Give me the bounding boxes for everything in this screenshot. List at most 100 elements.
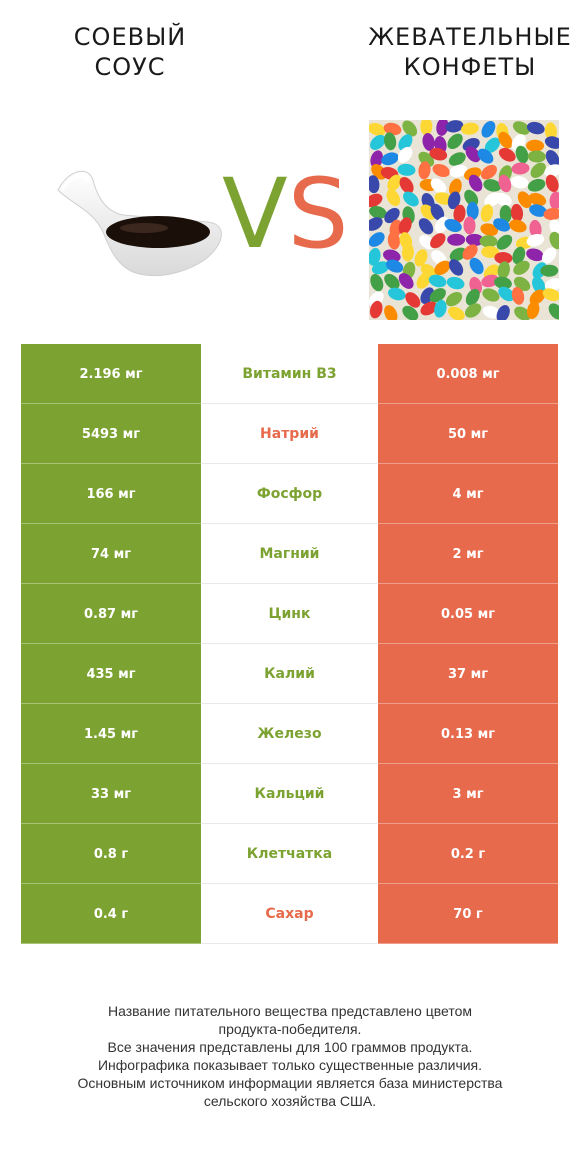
jelly-bean: [369, 193, 383, 208]
jelly-bean: [496, 305, 510, 320]
jelly-bean: [447, 191, 461, 210]
left-value: 0.4 г: [21, 884, 201, 944]
jelly-bean: [532, 276, 546, 294]
jelly-bean: [498, 174, 512, 193]
jelly-bean: [397, 146, 413, 163]
jelly-bean: [449, 164, 468, 178]
footer-line: Все значения представлены для 100 граммо…: [107, 1039, 473, 1055]
jelly-bean: [511, 162, 530, 175]
jelly-bean: [529, 289, 546, 305]
jelly-bean: [398, 273, 414, 289]
jelly-bean: [517, 191, 532, 209]
jelly-bean: [465, 146, 481, 163]
table-row: 166 мг Фосфор 4 мг: [21, 464, 558, 524]
left-value: 435 мг: [21, 644, 201, 704]
right-product-title: ЖЕВАТЕЛЬНЫЕ КОНФЕТЫ: [360, 22, 580, 82]
jelly-bean: [465, 233, 484, 246]
jelly-bean: [497, 261, 510, 280]
jelly-bean: [434, 299, 447, 318]
table-row: 0.4 г Сахар 70 г: [21, 884, 558, 944]
table-row: 74 мг Магний 2 мг: [21, 524, 558, 584]
left-value: 0.87 мг: [21, 584, 201, 644]
jelly-bean: [429, 147, 448, 161]
jelly-bean: [544, 122, 557, 141]
jelly-bean: [465, 288, 480, 306]
jelly-bean: [544, 136, 559, 149]
right-value: 0.13 мг: [378, 704, 558, 764]
jelly-bean: [448, 306, 465, 320]
jelly-bean: [498, 147, 516, 162]
jelly-bean: [381, 152, 399, 166]
jelly-bean: [510, 203, 524, 222]
jelly-bean: [369, 300, 383, 319]
jelly-bean: [387, 231, 400, 250]
jelly-bean: [418, 161, 431, 180]
right-value: 0.008 мг: [378, 344, 558, 404]
jelly-bean: [542, 288, 559, 302]
jelly-bean: [498, 286, 515, 302]
right-value: 2 мг: [378, 524, 558, 584]
jelly-bean: [369, 122, 386, 136]
jelly-bean: [479, 235, 498, 248]
left-product-title: СОЕВЫЙ СОУС: [40, 22, 220, 82]
jelly-bean: [386, 189, 401, 207]
jelly-bean: [481, 164, 497, 180]
jelly-bean: [480, 223, 499, 236]
jelly-bean: [463, 216, 476, 235]
jelly-bean: [526, 301, 540, 319]
jelly-bean: [540, 264, 559, 277]
nutrient-name: Клетчатка: [201, 824, 378, 884]
jelly-bean: [383, 122, 402, 136]
nutrient-name: Фосфор: [201, 464, 378, 524]
jelly-bean: [444, 218, 462, 233]
left-value: 74 мг: [21, 524, 201, 584]
left-value: 33 мг: [21, 764, 201, 824]
jelly-bean: [420, 301, 438, 316]
table-row: 5493 мг Натрий 50 мг: [21, 404, 558, 464]
table-row: 33 мг Кальций 3 мг: [21, 764, 558, 824]
nutrient-name: Цинк: [201, 584, 378, 644]
nutrient-name: Витамин B3: [201, 344, 378, 404]
jelly-bean: [430, 233, 446, 249]
jelly-bean: [446, 276, 465, 290]
jelly-bean: [447, 133, 463, 150]
jelly-bean: [449, 259, 464, 276]
jelly-bean: [480, 204, 494, 222]
jelly-bean: [384, 132, 397, 151]
jelly-bean: [370, 134, 386, 150]
jelly-bean: [494, 276, 512, 290]
right-value: 0.05 мг: [378, 584, 558, 644]
jelly-bean: [447, 233, 466, 246]
jelly-bean: [545, 150, 559, 167]
nutrient-name: Натрий: [201, 404, 378, 464]
right-title-line2: КОНФЕТЫ: [403, 53, 537, 81]
table-row: 0.8 г Клетчатка 0.2 г: [21, 824, 558, 884]
nutrient-name: Сахар: [201, 884, 378, 944]
jelly-bean: [388, 287, 406, 301]
jelly-bean: [430, 203, 445, 221]
jelly-bean: [526, 139, 545, 152]
jelly-bean: [384, 305, 398, 320]
jelly-bean: [403, 191, 419, 207]
jelly-bean: [369, 247, 381, 266]
jelly-bean: [418, 218, 434, 235]
jelly-bean: [466, 201, 479, 220]
jelly-bean: [428, 274, 447, 288]
jelly-bean: [469, 257, 484, 275]
jelly-bean: [529, 219, 542, 238]
jelly-bean: [481, 274, 499, 288]
jelly-bean: [498, 131, 513, 149]
nutrient-name: Калий: [201, 644, 378, 704]
jelly-bean: [528, 192, 547, 206]
jelly-bean: [477, 148, 494, 164]
left-value: 1.45 мг: [21, 704, 201, 764]
jelly-bean: [370, 150, 383, 169]
jelly-bean: [526, 248, 544, 262]
jelly-bean: [493, 218, 511, 232]
jelly-bean: [515, 145, 529, 164]
jelly-bean: [465, 303, 482, 318]
jelly-bean: [511, 287, 525, 305]
jelly-bean: [449, 247, 467, 262]
jelly-bean: [401, 243, 415, 262]
jelly-bean: [468, 174, 483, 192]
